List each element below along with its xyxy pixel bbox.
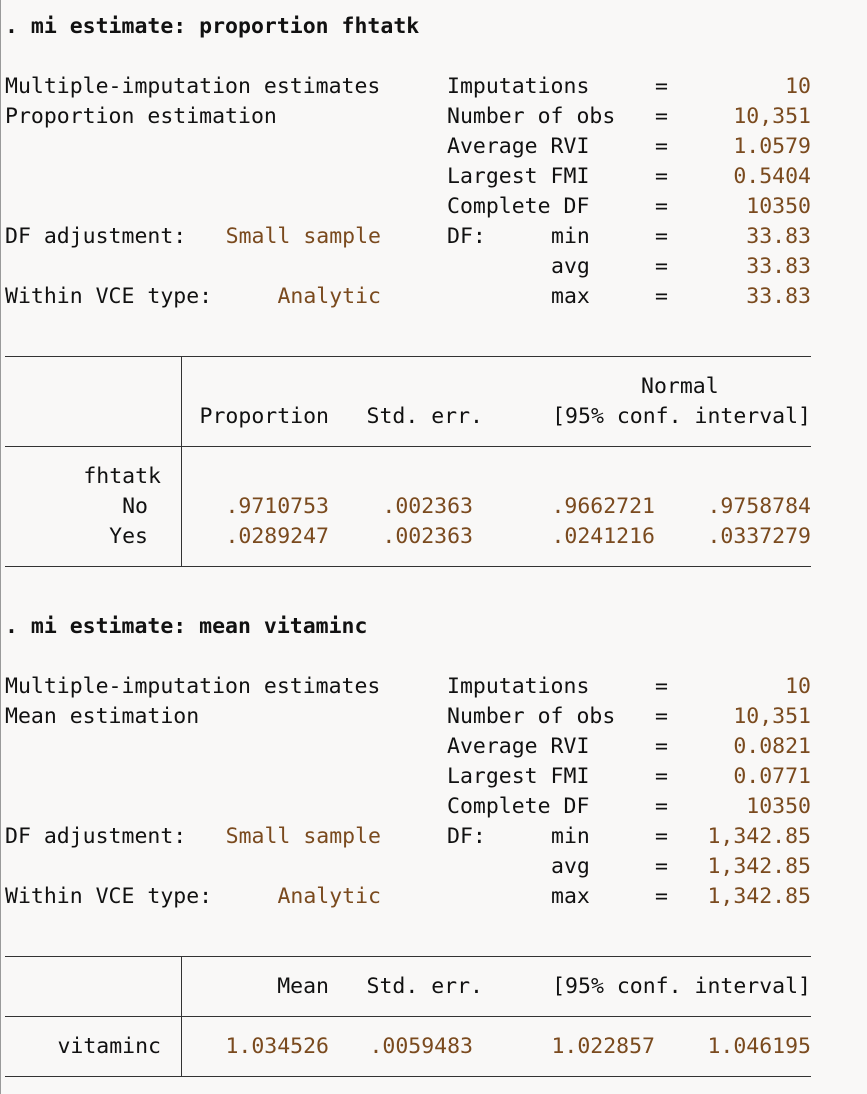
column-header-mean: Mean	[277, 974, 329, 999]
vce-type-label: Within VCE type:	[5, 884, 213, 909]
df-adjustment-value: Small sample	[225, 824, 381, 849]
table-bottom-rule	[5, 566, 811, 567]
stat-label: Largest FMI	[447, 164, 590, 189]
table-cell: .9758784	[707, 494, 811, 519]
stat-label: Average RVI	[447, 734, 590, 759]
table-cell: .9662721	[551, 494, 655, 519]
stat-eq: =	[655, 854, 668, 879]
table-top-rule	[5, 356, 811, 357]
table-group-label: fhtatk	[83, 464, 161, 489]
column-header-std-err: Std. err.	[366, 404, 484, 429]
stat-eq: =	[655, 734, 668, 759]
stat-eq: =	[655, 884, 668, 909]
stat-sublabel: max	[551, 884, 590, 909]
stat-eq: =	[655, 254, 668, 279]
stat-sublabel: min	[551, 824, 590, 849]
table-row-label: vitaminc	[57, 1034, 161, 1059]
table-cell: .9710753	[225, 494, 329, 519]
column-header-std-err: Std. err.	[366, 974, 484, 999]
stat-eq: =	[655, 74, 668, 99]
stat-label: DF:	[447, 824, 486, 849]
stat-value: 1,342.85	[707, 854, 811, 879]
table-cell: .002363	[382, 494, 473, 519]
stat-label: Complete DF	[447, 194, 590, 219]
df-adjustment-label: DF adjustment:	[5, 224, 187, 249]
table-cell: 1.034526	[225, 1034, 329, 1059]
table-cell: 1.022857	[551, 1034, 655, 1059]
stat-sublabel: avg	[551, 854, 590, 879]
table-row-label: No	[122, 494, 148, 519]
stat-label: DF:	[447, 224, 486, 249]
stat-value: 10,351	[733, 104, 811, 129]
table-cell: .0337279	[707, 524, 811, 549]
table-header-rule	[5, 446, 811, 447]
header-subtitle: Mean estimation	[5, 704, 200, 729]
table-row-label: Yes	[109, 524, 148, 549]
stat-sublabel: avg	[551, 254, 590, 279]
column-header-conf-interval: [95% conf. interval]	[552, 404, 811, 429]
stat-value: 33.83	[746, 254, 811, 279]
table-bottom-rule	[5, 1076, 811, 1077]
stat-value: 0.0771	[733, 764, 811, 789]
stat-label: Largest FMI	[447, 764, 590, 789]
column-header-normal: Normal	[641, 374, 719, 399]
table-top-rule	[5, 956, 811, 957]
table-cell: .0289247	[225, 524, 329, 549]
column-header-proportion: Proportion	[199, 404, 329, 429]
header-title: Multiple-imputation estimates	[5, 674, 381, 699]
stat-eq: =	[655, 134, 668, 159]
stat-sublabel: min	[551, 224, 590, 249]
stat-value: 10	[785, 74, 811, 99]
table-header-rule	[5, 1016, 811, 1017]
stat-eq: =	[655, 104, 668, 129]
stat-eq: =	[655, 764, 668, 789]
stat-value: 10350	[746, 794, 811, 819]
df-adjustment-label: DF adjustment:	[5, 824, 187, 849]
command-line: . mi estimate: mean vitaminc	[5, 614, 368, 639]
stat-eq: =	[655, 794, 668, 819]
stat-value: 10350	[746, 194, 811, 219]
header-subtitle: Proportion estimation	[5, 104, 277, 129]
table-cell: .0059483	[369, 1034, 473, 1059]
vce-type-value: Analytic	[277, 284, 381, 309]
stat-label: Complete DF	[447, 794, 590, 819]
stat-eq: =	[655, 164, 668, 189]
stat-eq: =	[655, 194, 668, 219]
stat-eq: =	[655, 674, 668, 699]
stat-value: 33.83	[746, 284, 811, 309]
header-title: Multiple-imputation estimates	[5, 74, 381, 99]
stat-label: Imputations	[447, 674, 590, 699]
table-cell: .002363	[382, 524, 473, 549]
table-cell: 1.046195	[707, 1034, 811, 1059]
stat-eq: =	[655, 824, 668, 849]
stat-value: 33.83	[746, 224, 811, 249]
column-header-conf-interval: [95% conf. interval]	[552, 974, 811, 999]
stat-eq: =	[655, 224, 668, 249]
vce-type-value: Analytic	[277, 884, 381, 909]
stat-value: 0.0821	[733, 734, 811, 759]
stat-eq: =	[655, 704, 668, 729]
command-line: . mi estimate: proportion fhtatk	[5, 14, 420, 39]
stat-sublabel: max	[551, 284, 590, 309]
stat-value: 1.0579	[733, 134, 811, 159]
stat-label: Number of obs	[447, 704, 616, 729]
stat-label: Number of obs	[447, 104, 616, 129]
stat-label: Imputations	[447, 74, 590, 99]
df-adjustment-value: Small sample	[225, 224, 381, 249]
table-column-divider	[181, 356, 182, 566]
stat-value: 10,351	[733, 704, 811, 729]
stat-value: 0.5404	[733, 164, 811, 189]
stat-eq: =	[655, 284, 668, 309]
stat-value: 10	[785, 674, 811, 699]
stat-value: 1,342.85	[707, 884, 811, 909]
vce-type-label: Within VCE type:	[5, 284, 213, 309]
stat-label: Average RVI	[447, 134, 590, 159]
stat-value: 1,342.85	[707, 824, 811, 849]
table-cell: .0241216	[551, 524, 655, 549]
